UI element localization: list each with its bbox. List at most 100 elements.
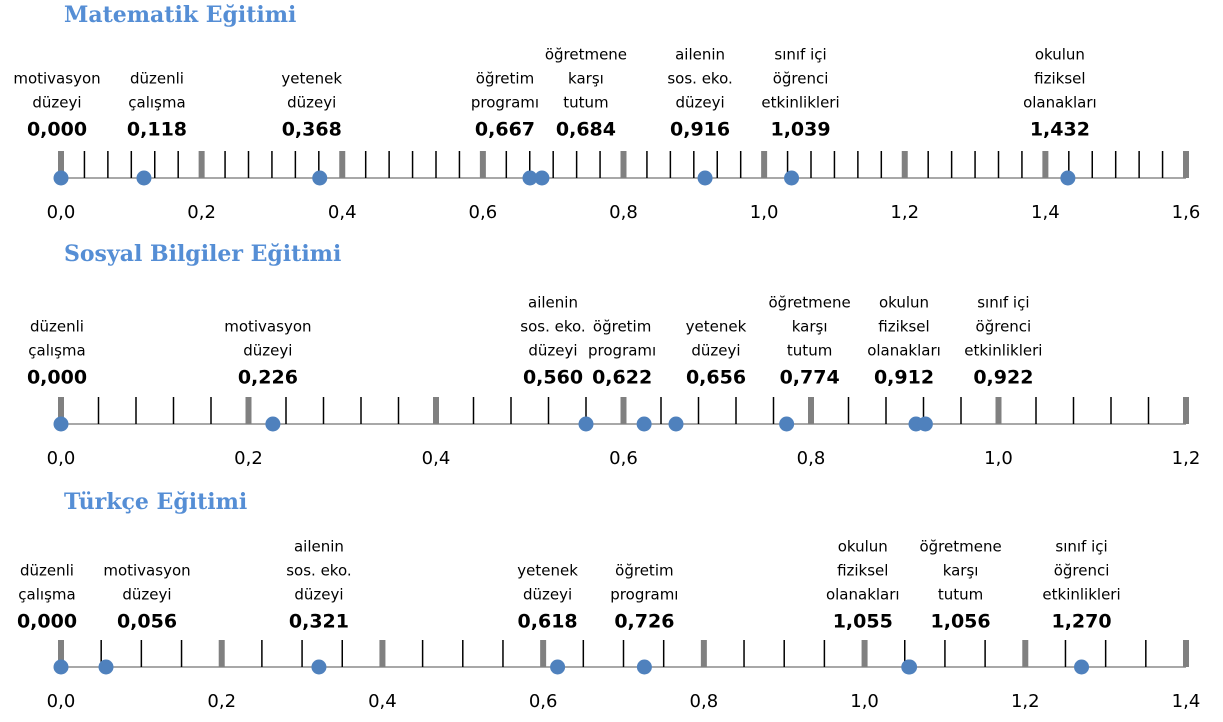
point-name: tutum bbox=[563, 94, 608, 112]
x-tick-label: 1,0 bbox=[984, 448, 1013, 469]
point bbox=[917, 416, 933, 432]
point bbox=[312, 170, 328, 186]
major-tick bbox=[218, 640, 225, 667]
x-tick-label: 1,6 bbox=[1172, 202, 1201, 223]
point-name: etkinlikleri bbox=[1042, 586, 1120, 604]
point bbox=[779, 416, 795, 432]
value-label: 0,667 bbox=[475, 119, 535, 141]
point-name: ailenin bbox=[294, 538, 344, 556]
point-name: fiziksel bbox=[837, 562, 888, 580]
point-name: etkinlikleri bbox=[761, 94, 839, 112]
point bbox=[636, 659, 652, 675]
value-label: 1,039 bbox=[770, 119, 830, 141]
point-name: yetenek bbox=[281, 70, 342, 88]
point-name: düzeyi bbox=[691, 342, 740, 360]
point-name: öğretim bbox=[593, 318, 651, 336]
value-label: 0,656 bbox=[686, 367, 746, 389]
point-name: sınıf içi bbox=[977, 294, 1029, 312]
value-label: 0,118 bbox=[127, 119, 187, 141]
point-name: düzeyi bbox=[294, 586, 343, 604]
point-name: düzenli bbox=[20, 562, 74, 580]
point bbox=[522, 170, 538, 186]
x-tick-label: 0,6 bbox=[469, 202, 498, 223]
x-tick-label: 1,2 bbox=[1172, 448, 1201, 469]
x-tick-label: 1,0 bbox=[750, 202, 779, 223]
point-name: okulun bbox=[879, 294, 929, 312]
point bbox=[98, 659, 114, 675]
major-tick bbox=[433, 397, 439, 424]
value-label: 1,432 bbox=[1030, 119, 1090, 141]
value-label: 0,912 bbox=[874, 367, 934, 389]
point-name: öğrenci bbox=[976, 318, 1032, 336]
value-label: 1,270 bbox=[1051, 611, 1111, 633]
point bbox=[53, 659, 69, 675]
x-tick-label: 1,0 bbox=[850, 691, 879, 712]
value-label: 0,726 bbox=[614, 611, 674, 633]
major-tick bbox=[339, 151, 346, 178]
point-name: öğrenci bbox=[773, 70, 829, 88]
value-label: 0,774 bbox=[780, 367, 840, 389]
value-label: 1,056 bbox=[931, 611, 991, 633]
point-name: ailenin bbox=[675, 46, 725, 64]
major-tick bbox=[198, 151, 205, 178]
point-name: karşı bbox=[568, 70, 604, 88]
point-name: düzenli bbox=[30, 318, 84, 336]
point-name: öğretim bbox=[476, 70, 534, 88]
major-tick bbox=[620, 151, 627, 178]
point bbox=[53, 416, 69, 432]
x-tick-label: 1,4 bbox=[1172, 691, 1201, 712]
point-name: düzeyi bbox=[528, 342, 577, 360]
point-name: sos. eko. bbox=[520, 318, 585, 336]
x-tick-label: 0,4 bbox=[422, 448, 451, 469]
major-tick bbox=[1183, 640, 1189, 667]
point-name: düzeyi bbox=[243, 342, 292, 360]
major-tick bbox=[901, 151, 908, 178]
chart-title: Sosyal Bilgiler Eğitimi bbox=[64, 241, 341, 267]
x-tick-label: 0,6 bbox=[609, 448, 638, 469]
value-label: 0,000 bbox=[27, 119, 87, 141]
x-tick-label: 0,0 bbox=[47, 691, 76, 712]
point bbox=[53, 170, 69, 186]
point-name: motivasyon bbox=[103, 562, 190, 580]
point-name: ailenin bbox=[528, 294, 578, 312]
point-name: düzeyi bbox=[287, 94, 336, 112]
point bbox=[668, 416, 684, 432]
x-tick-label: 0,4 bbox=[368, 691, 397, 712]
major-tick bbox=[479, 151, 486, 178]
point-name: öğretmene bbox=[919, 538, 1001, 556]
x-tick-label: 0,8 bbox=[609, 202, 638, 223]
major-tick bbox=[700, 640, 707, 667]
point-name: sınıf içi bbox=[1055, 538, 1107, 556]
point-name: düzeyi bbox=[523, 586, 572, 604]
point-name: çalışma bbox=[18, 586, 75, 604]
point-name: etkinlikleri bbox=[964, 342, 1042, 360]
point-name: olanakları bbox=[867, 342, 941, 360]
point-name: fiziksel bbox=[1034, 70, 1085, 88]
point bbox=[265, 416, 281, 432]
major-tick bbox=[761, 151, 768, 178]
x-tick-label: 1,2 bbox=[890, 202, 919, 223]
value-label: 0,922 bbox=[973, 367, 1033, 389]
point-name: düzeyi bbox=[32, 94, 81, 112]
major-tick bbox=[540, 640, 547, 667]
point-name: programı bbox=[610, 586, 678, 604]
point-name: öğretmene bbox=[545, 46, 627, 64]
major-tick bbox=[1183, 151, 1189, 178]
point bbox=[697, 170, 713, 186]
point-name: sos. eko. bbox=[286, 562, 351, 580]
point-name: yetenek bbox=[517, 562, 578, 580]
major-tick bbox=[995, 397, 1002, 424]
chart-title: Türkçe Eğitimi bbox=[64, 489, 247, 515]
value-label: 0,226 bbox=[238, 367, 298, 389]
point bbox=[550, 659, 566, 675]
point-name: sınıf içi bbox=[774, 46, 826, 64]
major-tick bbox=[58, 151, 64, 178]
point-name: öğretim bbox=[615, 562, 673, 580]
x-tick-label: 1,2 bbox=[1011, 691, 1040, 712]
point-name: programı bbox=[588, 342, 656, 360]
point bbox=[534, 170, 550, 186]
value-label: 0,368 bbox=[282, 119, 342, 141]
value-label: 0,916 bbox=[670, 119, 730, 141]
chart-title: Matematik Eğitimi bbox=[64, 2, 296, 28]
major-tick bbox=[1042, 151, 1049, 178]
